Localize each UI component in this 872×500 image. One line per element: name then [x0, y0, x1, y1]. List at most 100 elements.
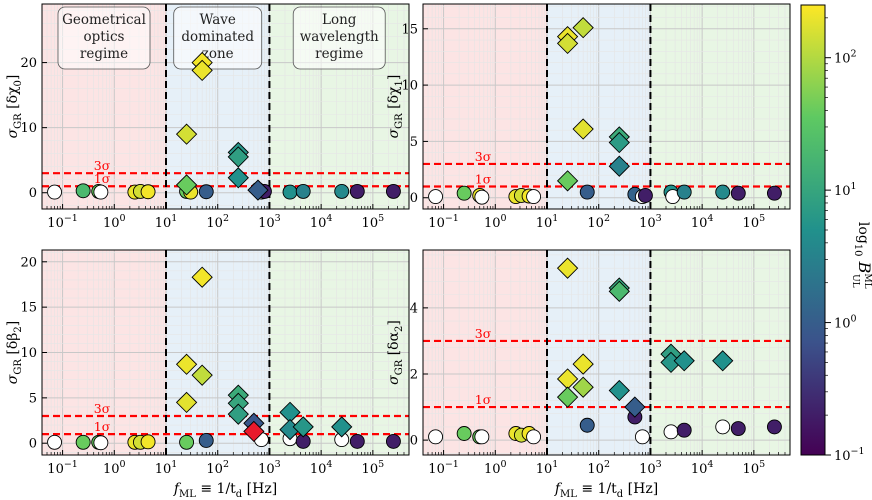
circle-point	[75, 183, 91, 199]
region-label-text: dominated	[181, 29, 254, 45]
y-tick-label: 2	[410, 367, 418, 382]
circle-point	[676, 422, 692, 438]
x-axis-label: fML ≡ 1/td [Hz]	[173, 481, 277, 500]
region-label-text: Geometrical	[62, 12, 146, 28]
circle-point	[474, 429, 490, 445]
y-tick-label: 0	[29, 437, 37, 452]
circle-point	[579, 184, 595, 200]
colorbar-tick-label: 100	[834, 314, 857, 332]
region-label-text: regime	[315, 46, 363, 62]
markers	[47, 51, 401, 201]
sigma-label-1: 1σ	[475, 171, 492, 186]
diamond-point	[608, 379, 630, 402]
circle-point	[282, 184, 298, 200]
diamond-point	[608, 131, 630, 154]
x-tick-label: 104	[691, 459, 714, 477]
region-label-box	[173, 6, 263, 70]
diamond-point	[572, 118, 594, 140]
sigma-label-3: 3σ	[94, 401, 111, 416]
diamond-point	[175, 174, 198, 196]
x-tick-label: 10−1	[428, 459, 459, 477]
y-axis-label: σGR [δχ0]	[5, 75, 24, 139]
region-label-box	[57, 6, 151, 70]
region-label-text: wavelength	[300, 29, 379, 45]
region-label-box	[292, 6, 386, 70]
circle-point	[47, 434, 63, 450]
markers	[47, 266, 401, 451]
circle-point	[179, 434, 195, 450]
x-tick-label: 102	[206, 213, 229, 231]
x-tick-label: 105	[743, 213, 766, 231]
diamond-point	[191, 59, 213, 82]
colorbar-tick-label: 10−1	[834, 446, 865, 464]
diamond-point	[243, 420, 265, 443]
colorbar: 102 101 100 10−1 log10 BMLUL	[800, 4, 872, 464]
diamond-point	[608, 280, 630, 302]
diamond-point	[331, 416, 353, 438]
diamond-point	[556, 32, 579, 55]
circle-point	[385, 183, 401, 199]
sigma-label-1: 1σ	[94, 419, 111, 434]
x-tick-label: 105	[362, 213, 385, 231]
x-tick-label: 101	[536, 459, 559, 477]
x-tick-label: 100	[103, 213, 126, 231]
y-axis-label: σGR [δβ2]	[5, 321, 24, 384]
y-tick-label: 5	[410, 135, 418, 150]
y-tick-label: 20	[20, 255, 37, 270]
diamond-point	[292, 416, 314, 438]
colorbar-gradient	[800, 4, 826, 456]
circle-point	[295, 183, 311, 199]
diamond-point	[673, 350, 695, 372]
region-long	[650, 4, 790, 209]
region-label-text: optics	[83, 29, 124, 45]
circle-point	[526, 429, 542, 445]
x-tick-label: 105	[743, 459, 766, 477]
x-tick-label: 104	[691, 213, 714, 231]
circle-point	[715, 184, 731, 200]
circle-point	[75, 434, 91, 450]
markers	[428, 257, 782, 445]
circle-point	[198, 184, 214, 200]
sigma-label-3: 3σ	[475, 149, 492, 164]
sigma-label-1: 1σ	[475, 392, 492, 407]
circle-point	[766, 419, 782, 435]
diamond-point	[572, 376, 594, 398]
circle-point	[140, 434, 156, 450]
x-tick-label: 100	[484, 459, 507, 477]
y-tick-label: 15	[20, 301, 37, 316]
y-axis-label: σGR [δα2]	[386, 320, 405, 385]
circle-point	[730, 185, 746, 201]
circle-point	[334, 183, 350, 199]
circle-point	[456, 426, 472, 441]
colorbar-tick-label: 102	[834, 49, 857, 67]
circle-point	[474, 189, 490, 205]
circle-point	[93, 435, 109, 451]
x-tick-label: 101	[536, 213, 559, 231]
region-label-text: Long	[322, 12, 357, 28]
x-tick-label: 10−1	[47, 213, 78, 231]
region-label-text: regime	[80, 46, 128, 62]
y-tick-label: 10	[20, 121, 37, 136]
circle-point	[676, 184, 692, 200]
diamond-point	[608, 155, 630, 177]
x-tick-label: 102	[206, 459, 229, 477]
circle-point	[349, 433, 365, 449]
x-tick-label: 105	[362, 459, 385, 477]
circle-point	[47, 184, 63, 200]
diamond-point	[175, 353, 198, 375]
diamond-point	[556, 170, 579, 192]
region-label-text: Wave	[200, 12, 236, 28]
circle-point	[349, 183, 365, 199]
axes-frame	[422, 3, 791, 210]
x-tick-label: 10−1	[47, 459, 78, 477]
circle-point	[715, 419, 731, 435]
x-tick-label: 10−1	[428, 213, 459, 231]
x-axis-label: fML ≡ 1/td [Hz]	[554, 481, 658, 500]
x-tick-label: 103	[258, 213, 281, 231]
y-tick-label: 5	[29, 391, 37, 406]
x-tick-label: 100	[484, 213, 507, 231]
y-tick-label: 20	[20, 56, 37, 71]
sigma-label-1: 1σ	[94, 171, 111, 186]
diamond-point	[712, 350, 734, 372]
